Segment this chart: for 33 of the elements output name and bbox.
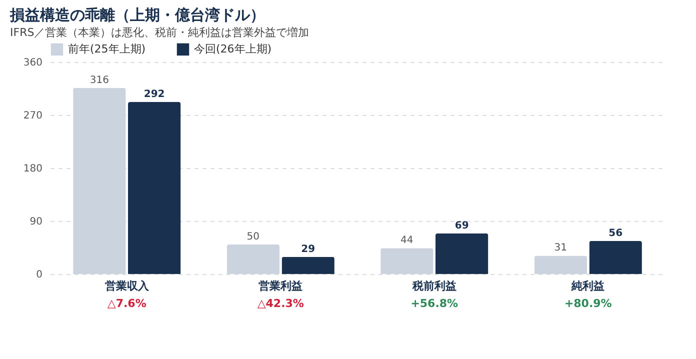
chart-subtitle: IFRS／営業（本業）は悪化、税前・純利益は営業外益で増加 bbox=[10, 26, 310, 39]
text: △7.6% bbox=[107, 297, 146, 310]
x-tick-label: 税前利益 bbox=[411, 280, 456, 292]
data-label: 29 bbox=[301, 244, 316, 255]
x-tick-label: 営業利益 bbox=[258, 280, 303, 292]
y-tick-label: 360 bbox=[23, 58, 42, 68]
bar bbox=[589, 241, 642, 274]
bar bbox=[128, 102, 181, 274]
data-label: 69 bbox=[454, 220, 469, 232]
text: △42.3% bbox=[257, 297, 304, 310]
data-label: 56 bbox=[608, 228, 623, 240]
text: +80.9% bbox=[564, 297, 612, 310]
chart-title: 損益構造の乖離（上期・億台湾ドル） bbox=[9, 6, 265, 24]
y-tick-label: 180 bbox=[23, 164, 42, 174]
bar bbox=[73, 88, 126, 274]
data-label: 50 bbox=[246, 232, 260, 243]
data-label: 31 bbox=[554, 242, 568, 254]
data-label: 44 bbox=[400, 235, 414, 246]
legend-label: 今回(26年上期) bbox=[194, 42, 272, 56]
text: +56.8% bbox=[410, 297, 458, 310]
data-label: 292 bbox=[144, 89, 165, 100]
bar bbox=[226, 244, 280, 274]
bar bbox=[282, 256, 334, 274]
bar bbox=[435, 233, 488, 274]
bar bbox=[380, 248, 434, 274]
data-label: 316 bbox=[90, 74, 109, 86]
y-tick-label: 270 bbox=[23, 110, 42, 122]
bar bbox=[534, 256, 588, 274]
y-tick-label: 0 bbox=[36, 270, 42, 280]
legend-label: 前年(25年上期) bbox=[68, 42, 146, 56]
x-tick-label: 純利益 bbox=[570, 280, 605, 292]
x-tick-label: 営業収入 bbox=[104, 280, 150, 292]
y-tick-label: 90 bbox=[30, 216, 42, 228]
